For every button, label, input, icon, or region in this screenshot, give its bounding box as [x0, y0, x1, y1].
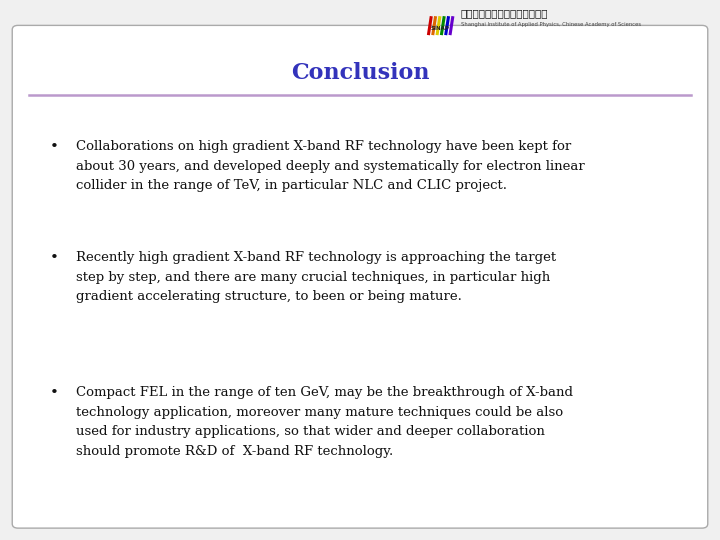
Text: 中国科学院上海应用物理研究所: 中国科学院上海应用物理研究所 [461, 9, 549, 18]
Text: SINAP: SINAP [431, 26, 449, 31]
Text: •: • [50, 251, 58, 265]
Text: Conclusion: Conclusion [291, 62, 429, 84]
FancyBboxPatch shape [12, 25, 708, 528]
Text: Shanghai Institute of Applied Physics, Chinese Academy of Sciences: Shanghai Institute of Applied Physics, C… [461, 22, 641, 27]
Text: Recently high gradient X-band RF technology is approaching the target
step by st: Recently high gradient X-band RF technol… [76, 251, 556, 303]
Text: Compact FEL in the range of ten GeV, may be the breakthrough of X-band
technolog: Compact FEL in the range of ten GeV, may… [76, 386, 572, 457]
Text: Collaborations on high gradient X-band RF technology have been kept for
about 30: Collaborations on high gradient X-band R… [76, 140, 585, 192]
Text: •: • [50, 140, 58, 154]
Text: •: • [50, 386, 58, 400]
